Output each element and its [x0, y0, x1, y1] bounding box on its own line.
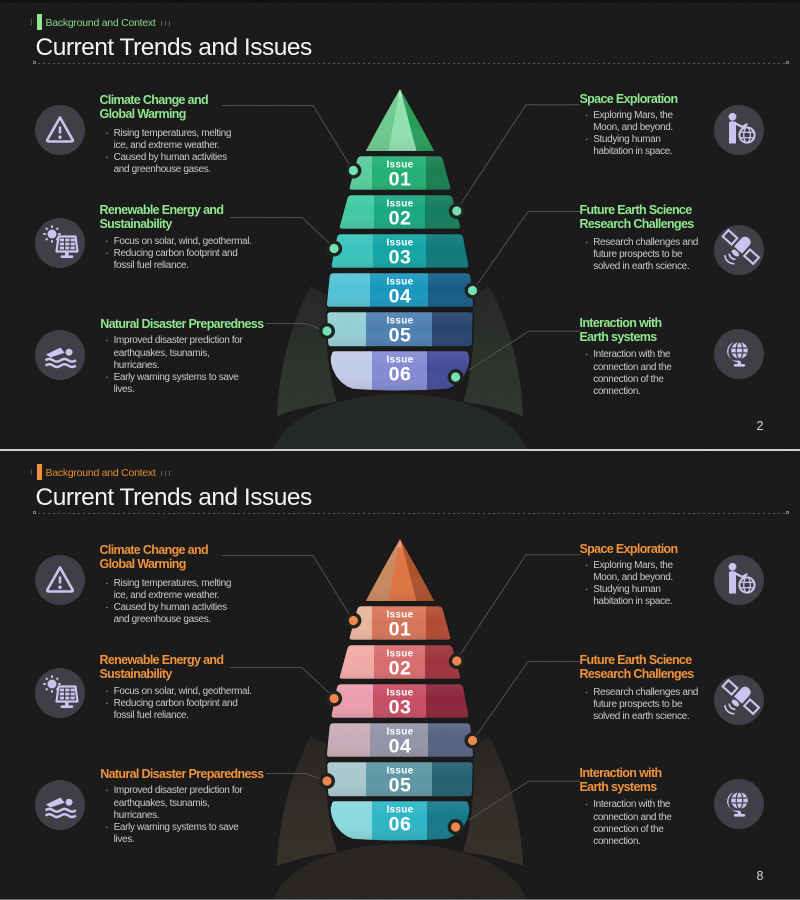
svg-text:03: 03 — [389, 697, 412, 719]
svg-text:06: 06 — [389, 364, 412, 386]
svg-text:02: 02 — [389, 658, 412, 680]
svg-text:01: 01 — [389, 169, 412, 191]
svg-text:01: 01 — [389, 619, 412, 641]
svg-text:04: 04 — [389, 736, 412, 758]
svg-text:02: 02 — [389, 208, 412, 230]
svg-text:03: 03 — [389, 247, 412, 269]
svg-text:06: 06 — [389, 814, 412, 836]
svg-text:04: 04 — [389, 286, 412, 308]
svg-text:05: 05 — [389, 325, 412, 347]
svg-text:05: 05 — [389, 775, 412, 797]
